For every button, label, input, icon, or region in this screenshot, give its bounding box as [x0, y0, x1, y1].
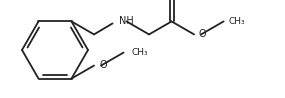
Text: NH: NH — [119, 16, 133, 26]
Text: O: O — [99, 60, 107, 70]
Text: O: O — [198, 29, 206, 39]
Text: CH₃: CH₃ — [132, 48, 148, 57]
Text: CH₃: CH₃ — [229, 17, 245, 26]
